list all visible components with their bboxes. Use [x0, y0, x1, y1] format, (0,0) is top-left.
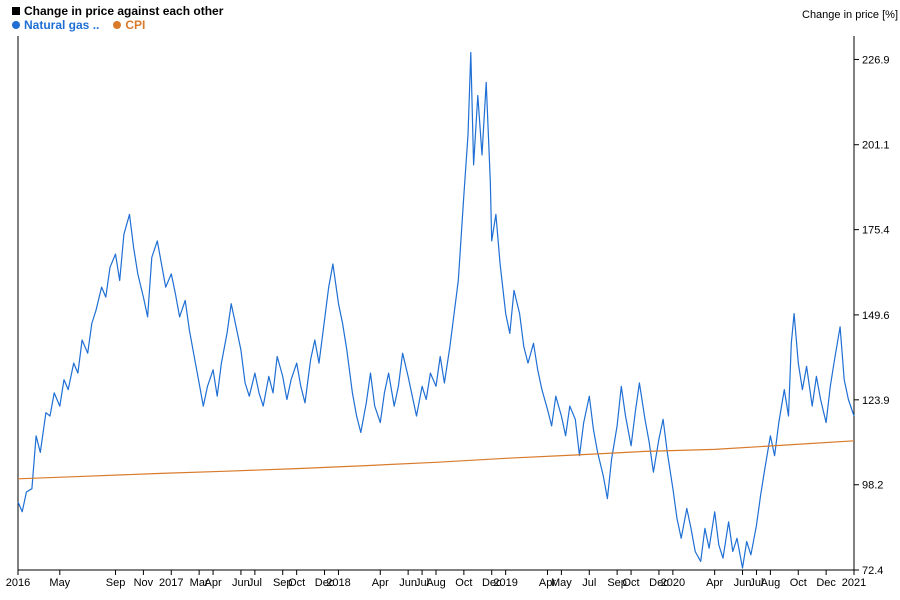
x-tick-label: 2017	[159, 577, 183, 589]
x-tick-label: Jul	[582, 577, 596, 589]
y-axis-title: Change in price [%]	[802, 9, 898, 21]
x-tick-label: Oct	[623, 577, 640, 589]
series-line	[18, 53, 854, 569]
y-tick-label: 226.9	[862, 54, 890, 66]
x-tick-label: 2019	[493, 577, 517, 589]
series-line	[18, 441, 854, 479]
x-tick-label: Nov	[134, 577, 154, 589]
x-tick-label: Aug	[426, 577, 446, 589]
y-tick-label: 123.9	[862, 395, 890, 407]
x-tick-label: 2016	[6, 577, 30, 589]
x-tick-label: May	[49, 577, 70, 589]
x-tick-label: Apr	[372, 577, 389, 589]
x-tick-label: Oct	[790, 577, 807, 589]
x-tick-label: 2021	[842, 577, 866, 589]
x-tick-label: Sep	[106, 577, 126, 589]
chart-canvas: Change in price [%] 72.4 98.2 123.9 149.6 175…	[0, 0, 900, 600]
y-tick-label: 98.2	[862, 480, 883, 492]
y-tick-label: 201.1	[862, 140, 890, 152]
y-tick-label: 175.4	[862, 225, 890, 237]
x-tick-label: Jul	[248, 577, 262, 589]
x-tick-label: Dec	[816, 577, 836, 589]
x-tick-label: Apr	[205, 577, 222, 589]
y-tick-label: 72.4	[862, 565, 883, 577]
x-tick-label: May	[551, 577, 572, 589]
x-tick-label: Aug	[761, 577, 781, 589]
x-tick-label: Oct	[455, 577, 472, 589]
x-tick-label: Apr	[706, 577, 723, 589]
x-tick-label: Oct	[288, 577, 305, 589]
x-tick-label: 2018	[326, 577, 350, 589]
y-tick-label: 149.6	[862, 310, 890, 322]
x-tick-label: 2020	[661, 577, 685, 589]
